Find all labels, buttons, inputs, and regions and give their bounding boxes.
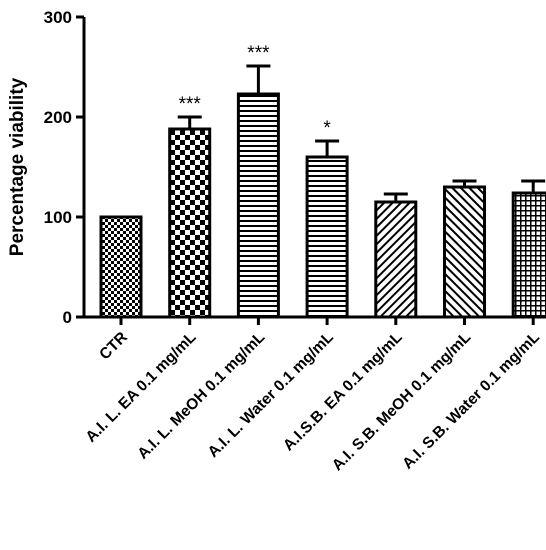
y-tick-label: 0 [63, 308, 72, 327]
category-label: A.I. L. MeOH 0.1 mg/mL [134, 329, 268, 463]
y-axis-label: Percentage viability [7, 77, 28, 256]
significance-markers: ******* [179, 43, 332, 139]
bar [236, 92, 280, 319]
bar [443, 185, 486, 319]
significance-marker: *** [247, 43, 270, 64]
significance-marker: * [323, 118, 331, 139]
category-label: A.I. L. Water 0.1 mg/mL [205, 329, 337, 461]
significance-marker: *** [179, 94, 202, 115]
y-tick-label: 300 [44, 8, 72, 27]
category-label: CTR [96, 329, 131, 364]
category-label: A.I.S.B. EA 0.1 mg/mL [280, 329, 406, 455]
bar [374, 200, 418, 319]
bar [99, 215, 143, 319]
error-bars [177, 64, 546, 202]
bars [99, 92, 546, 319]
bar [511, 191, 546, 319]
bar [305, 155, 349, 319]
bar [168, 127, 212, 319]
y-tick-label: 200 [44, 108, 72, 127]
category-label: A.I. S.B. Water 0.1 mg/mL [399, 329, 543, 473]
category-label: A.I. S.B. MeOH 0.1 mg/mL [329, 329, 474, 474]
y-tick-label: 100 [44, 208, 72, 227]
